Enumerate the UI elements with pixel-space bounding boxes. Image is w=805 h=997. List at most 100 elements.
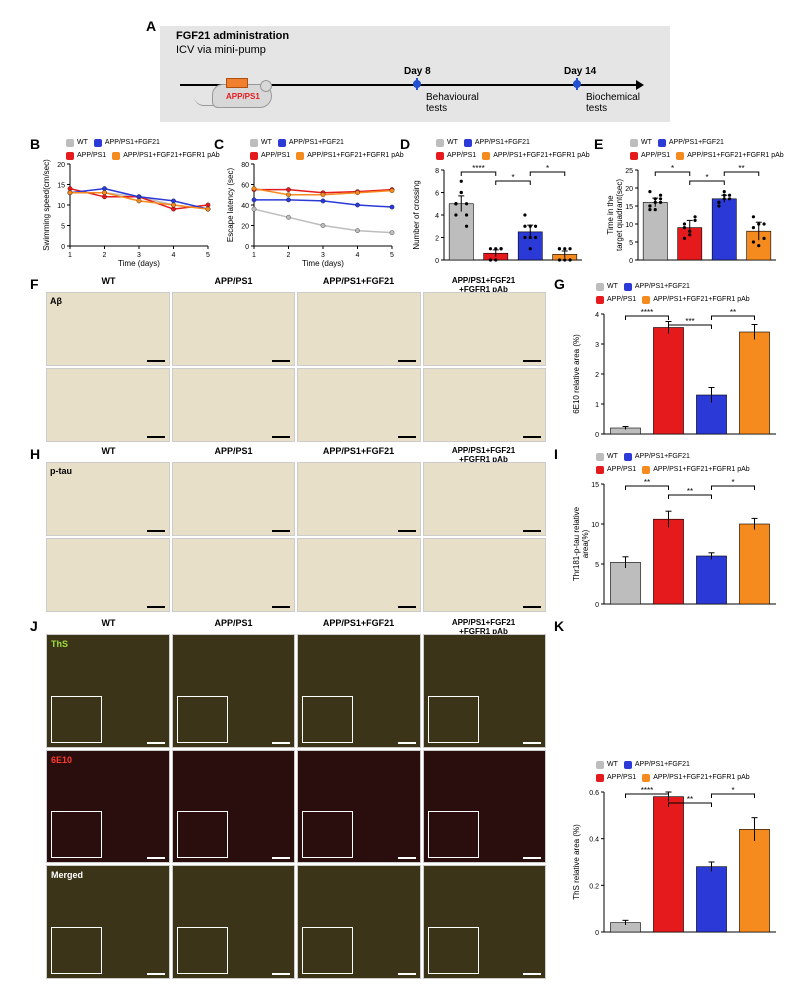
svg-text:5: 5 [390,252,394,259]
micrograph [423,538,547,612]
micrograph-header: APP/PS1+FGF21 [296,276,421,286]
mouse-icon: APP/PS1 [200,66,290,114]
panel-j-micrographs: ThS6E10Merged [46,634,546,979]
svg-text:5: 5 [595,562,599,569]
panel-f-micrographs [46,292,546,442]
svg-text:0: 0 [595,602,599,609]
bio-label: Biochemical tests [586,92,640,114]
mouse-label: APP/PS1 [226,92,260,101]
micrograph-header: APP/PS1 [171,276,296,286]
legend: WTAPP/PS1+FGF21APP/PS1APP/PS1+FGF21+FGFR… [66,138,238,164]
micrograph [172,368,296,442]
micrograph [46,292,170,366]
svg-text:0: 0 [435,258,439,265]
svg-text:2: 2 [435,236,439,243]
panel-label-a: A [146,18,156,34]
svg-text:3: 3 [321,252,325,259]
svg-text:**: ** [687,795,693,804]
micrograph [423,292,547,366]
micrograph [423,368,547,442]
svg-text:0.4: 0.4 [589,837,599,844]
svg-text:0: 0 [595,432,599,439]
chart-ptau-area: 051015Thr181-p-tau relativearea(%)*****W… [570,452,780,612]
svg-text:Number of crossing: Number of crossing [412,180,421,249]
svg-text:****: **** [641,308,653,317]
panel-j-headers: WTAPP/PS1APP/PS1+FGF21APP/PS1+FGF21+FGFR… [46,618,546,632]
svg-text:40: 40 [241,203,249,210]
chart-ths-area: 00.20.40.6ThS relative area (%)*******WT… [570,760,780,940]
svg-text:15: 15 [57,183,65,190]
svg-text:4: 4 [356,252,360,259]
micrograph [297,292,421,366]
day8-dot [413,80,421,88]
panel-h-stain: p-tau [50,466,72,476]
panel-label-g: G [554,276,565,292]
micrograph [172,292,296,366]
day8-label: Day 8 [404,66,431,77]
svg-text:25: 25 [625,168,633,175]
svg-text:4: 4 [435,213,439,220]
micrograph [423,865,547,979]
panel-label-i: I [554,446,558,462]
legend: WTAPP/PS1+FGF21APP/PS1APP/PS1+FGF21+FGFR… [436,138,612,164]
micrograph [46,538,170,612]
svg-text:5: 5 [61,224,65,231]
legend: WTAPP/PS1+FGF21APP/PS1APP/PS1+FGF21+FGFR… [630,138,805,164]
beh-label: Behavioural tests [426,92,479,114]
row-label: Merged [51,870,83,880]
micrograph-header: APP/PS1+FGF21 [296,618,421,628]
svg-text:*: * [731,478,734,487]
legend: WTAPP/PS1+FGF21APP/PS1APP/PS1+FGF21+FGFR… [596,760,805,786]
svg-text:ThS relative area (%): ThS relative area (%) [572,824,581,900]
svg-text:20: 20 [57,162,65,169]
svg-text:*: * [546,164,549,173]
svg-text:Time (days): Time (days) [118,259,160,268]
panel-label-j: J [30,618,38,634]
panel-label-f: F [30,276,39,292]
svg-text:6: 6 [435,191,439,198]
panel-label-b: B [30,136,40,152]
row-label: 6E10 [51,755,72,765]
svg-text:Escape latency (sec): Escape latency (sec) [226,168,235,243]
svg-text:0.6: 0.6 [589,790,599,797]
panel-a-title: FGF21 administration [176,30,289,42]
micrograph-header: WT [46,618,171,628]
micrograph [172,865,296,979]
micrograph-header: APP/PS1+FGF21 [296,446,421,456]
panel-h-headers: WTAPP/PS1APP/PS1+FGF21APP/PS1+FGF21+FGFR… [46,446,546,460]
svg-text:Time in the: Time in the [606,195,615,235]
legend: WTAPP/PS1+FGF21APP/PS1APP/PS1+FGF21+FGFR… [596,282,805,308]
micrograph [172,462,296,536]
svg-text:**: ** [730,308,736,317]
chart-swimming-speed: 0510152012345Time (days)Swimming speed(c… [40,138,212,268]
svg-text:5: 5 [206,252,210,259]
svg-text:*: * [511,173,514,182]
micrograph-header: APP/PS1 [171,446,296,456]
svg-text:**: ** [687,487,693,496]
chart-target-quadrant: 0510152025Time in thetarget quadrant(sec… [604,138,780,268]
svg-text:0: 0 [61,244,65,251]
svg-text:5: 5 [629,240,633,247]
svg-text:4: 4 [595,312,599,319]
micrograph [297,865,421,979]
micrograph [172,634,296,748]
micrograph [172,750,296,864]
svg-text:**: ** [644,478,650,487]
panel-a-subtitle: ICV via mini-pump [176,44,266,56]
svg-text:2: 2 [287,252,291,259]
svg-text:10: 10 [625,222,633,229]
chart-escape-latency: 02040608012345Time (days)Escape latency … [224,138,396,268]
micrograph [297,634,421,748]
timeline-arrow [636,80,644,90]
svg-text:10: 10 [591,522,599,529]
svg-text:2: 2 [103,252,107,259]
svg-text:target quadrant(sec): target quadrant(sec) [615,179,624,251]
legend: WTAPP/PS1+FGF21APP/PS1APP/PS1+FGF21+FGFR… [250,138,422,164]
micrograph [297,462,421,536]
svg-text:10: 10 [57,203,65,210]
micrograph-header: WT [46,276,171,286]
micrograph-header: APP/PS1 [171,618,296,628]
svg-text:area(%): area(%) [581,529,590,558]
svg-text:***: *** [685,317,694,326]
svg-text:1: 1 [252,252,256,259]
